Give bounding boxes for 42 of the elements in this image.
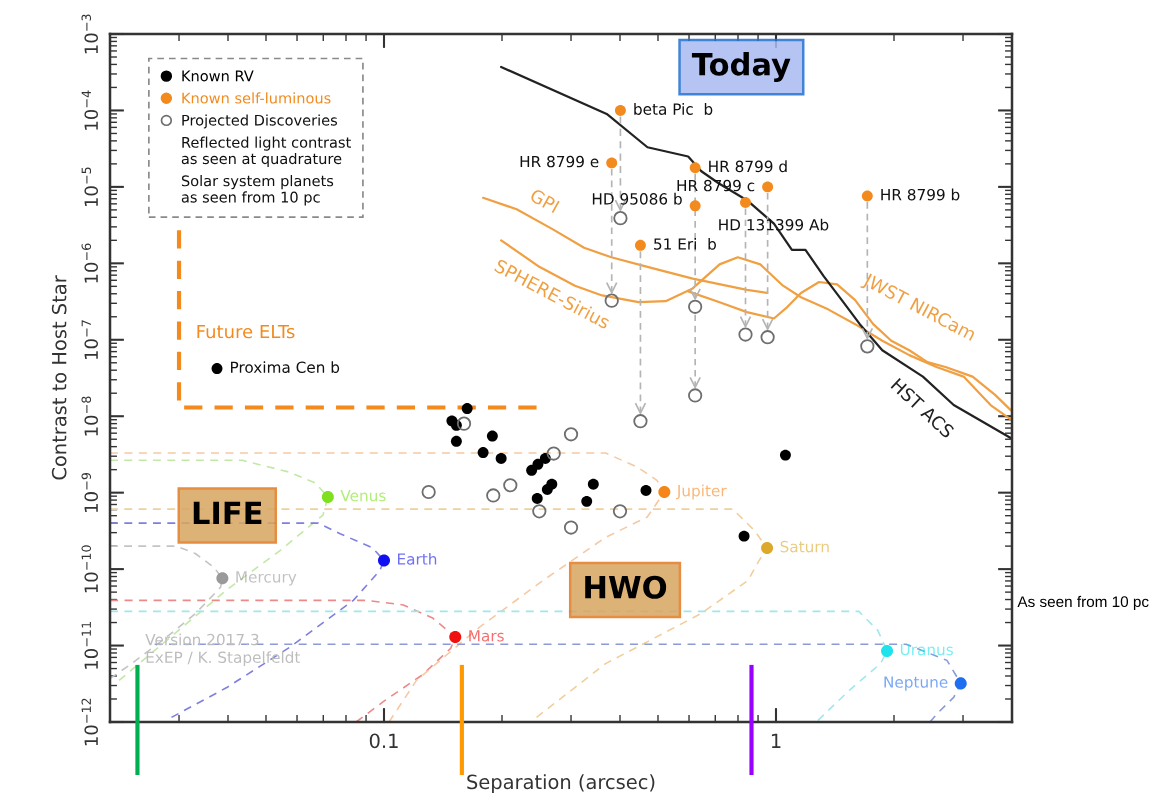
annotation: Version 2017.3 ExEP / K. Stapelfeldt xyxy=(145,633,301,666)
y-tick-label: 10$^{−11}$ xyxy=(81,622,99,669)
y-tick-label: 10$^{−8}$ xyxy=(81,396,99,436)
annotation: Solar system planets as seen from 10 pc xyxy=(181,175,334,206)
y-tick-label: 10$^{−6}$ xyxy=(81,243,99,283)
annotation: HD 95086 b xyxy=(592,192,682,205)
annotation: Venus xyxy=(340,489,386,502)
x-axis-title: Separation (arcsec) xyxy=(467,774,655,793)
annotation: Uranus xyxy=(900,644,953,656)
y-tick-label: 10$^{−10}$ xyxy=(81,545,99,593)
annotation: HR 8799 e xyxy=(520,155,599,168)
text: As seen from 10 pc xyxy=(1017,595,1149,611)
annotation: HR 8799 b xyxy=(881,188,960,201)
annotation: 51 Eri b xyxy=(654,237,716,250)
y-tick-label: 10$^{−9}$ xyxy=(81,472,99,512)
annotation: beta Pic b xyxy=(634,103,713,115)
text: HST ACS xyxy=(890,377,955,439)
annotation: Saturn xyxy=(780,540,829,553)
y-tick-label: 10$^{−12}$ xyxy=(81,698,99,746)
annotation: Neptune xyxy=(884,676,948,691)
y-tick-label: 10$^{−7}$ xyxy=(81,320,99,360)
legend-label: Known self-luminous xyxy=(182,92,331,104)
y-tick-label: 10$^{−4}$ xyxy=(81,90,99,130)
x-tick-label: 0.1 xyxy=(369,733,398,749)
legend-label: Projected Discoveries xyxy=(182,114,338,129)
annotation: Reflected light contrast as seen at quadrature xyxy=(181,136,351,168)
annotation: LIFE xyxy=(193,501,262,525)
annotation: HWO xyxy=(585,575,667,599)
annotation: Today xyxy=(691,52,791,82)
y-tick-label: 10$^{−3}$ xyxy=(81,14,99,54)
annotation: Jupiter xyxy=(676,484,727,500)
y-tick-label: 10$^{−5}$ xyxy=(81,167,99,207)
series-label: Future ELTs xyxy=(197,324,295,339)
legend-label: Known RV xyxy=(182,70,254,82)
x-tick-label: 1 xyxy=(771,733,781,748)
y-axis-title: Contrast to Host Star xyxy=(51,275,67,480)
annotation: HR 8799 d xyxy=(709,160,787,173)
annotation: Proxima Cen b xyxy=(231,361,340,374)
annotation: Earth xyxy=(397,553,437,565)
annotation: Mars xyxy=(469,630,504,642)
annotation: Mercury xyxy=(236,571,297,586)
text: GPI xyxy=(529,188,560,214)
